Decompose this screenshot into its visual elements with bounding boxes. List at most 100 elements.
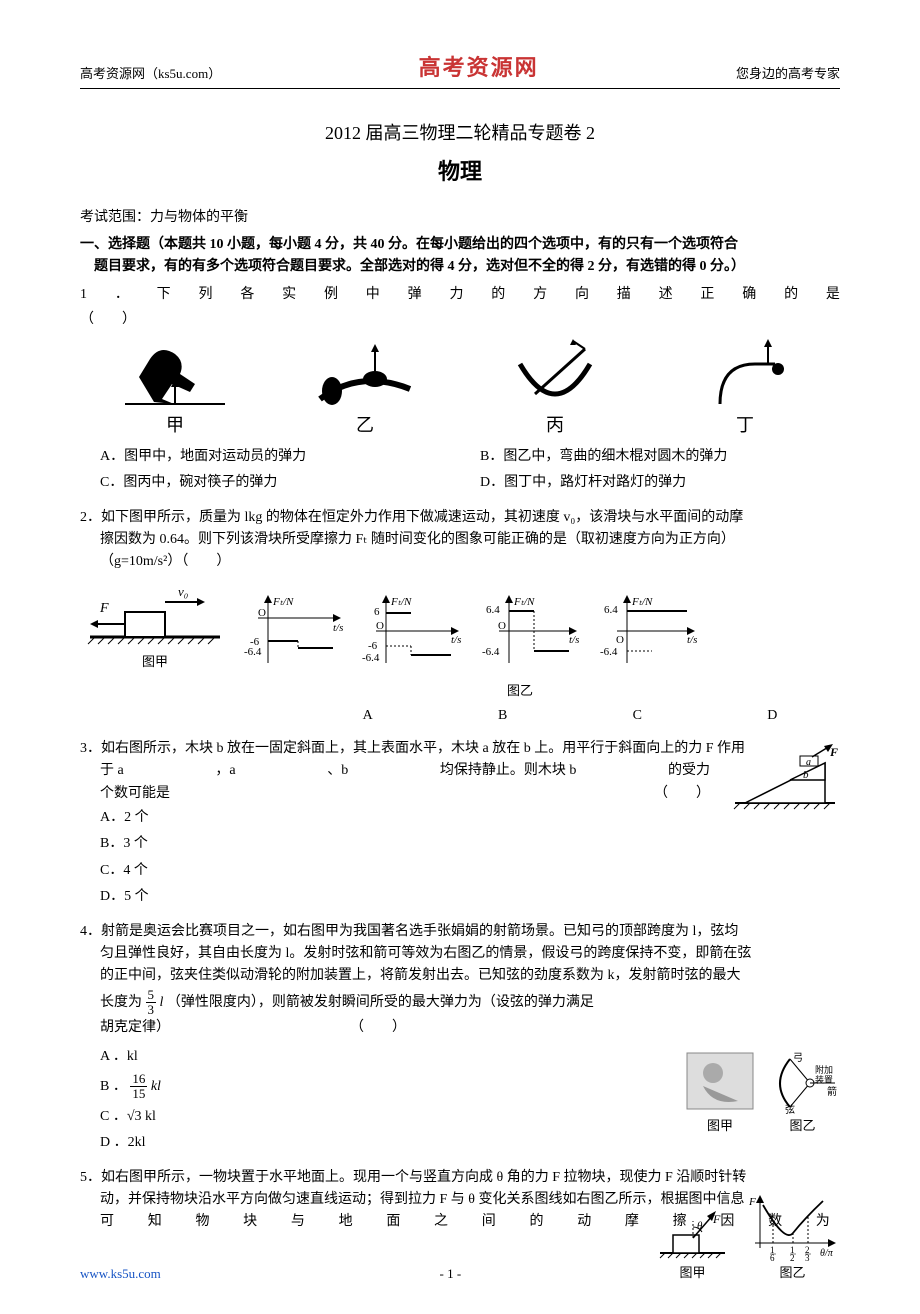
q2-fig-left: F v₀ 图甲	[80, 582, 230, 673]
q4-l4: 长度为 5 3 l （弹性限度内），则箭被发射瞬间所受的最大弹力为（设弦的弹力满…	[80, 988, 840, 1018]
svg-text:F: F	[712, 1212, 721, 1226]
svg-text:t/s: t/s	[333, 622, 343, 634]
q4-l5b: （ ）	[350, 1017, 406, 1039]
q5c2: 物	[195, 1211, 209, 1233]
question-3: 3．如右图所示，木块 b 放在一固定斜面上，其上表面水平，木块 a 放在 b 上…	[80, 738, 840, 911]
q1-opt-d: D．图丁中，路灯杆对路灯的弹力	[460, 470, 840, 496]
q5c3: 块	[243, 1211, 257, 1233]
svg-text:a: a	[806, 757, 811, 768]
q2-figures: F v₀ 图甲 Fₜ/N t/s O -6 -6.4	[80, 582, 840, 673]
q4-optB-post: kl	[151, 1079, 161, 1094]
q5c10: 动	[577, 1211, 591, 1233]
q4-frac-d: 3	[146, 1003, 157, 1017]
q4-l5: 胡克定律） （ ）	[80, 1017, 840, 1039]
svg-text:F: F	[99, 601, 109, 616]
svg-text:v₀: v₀	[178, 584, 188, 599]
q1-opt-c: C．图丙中，碗对筷子的弹力	[80, 470, 460, 496]
q1-fig-ding: 丁	[690, 339, 800, 440]
q5c5: 地	[339, 1211, 353, 1233]
q3-opt-a: A．2 个	[80, 805, 840, 831]
q1-c14: 述	[659, 284, 673, 306]
q4-l4b: （弹性限度内），则箭被发射瞬间所受的最大弹力为（设弦的弹力满足	[167, 995, 594, 1010]
header-logo-text: 高考资源网	[419, 50, 539, 85]
svg-text:弓: 弓	[793, 1053, 803, 1064]
graph-c-icon: Fₜ/N t/s 6.4 O -6.4	[474, 593, 584, 673]
runner-icon	[120, 339, 230, 409]
doc-title-1: 2012 届高三物理二轮精品专题卷 2	[80, 119, 840, 148]
lever-icon	[310, 339, 420, 409]
q5c7: 之	[434, 1211, 448, 1233]
q3-l2c: 、b	[327, 760, 348, 782]
q2-left-label: 图甲	[142, 652, 168, 673]
q3-opt-d: D．5 个	[80, 884, 840, 910]
q1-figures: 甲 乙 丙	[80, 339, 840, 440]
q4-figures: 图甲 弓 附加 装置 箭 弦 图乙	[685, 1051, 840, 1137]
lamp-icon	[690, 339, 800, 409]
question-5: 5．如右图甲所示，一物块置于水平地面上。现用一个与竖直方向成 θ 角的力 F 拉…	[80, 1167, 840, 1234]
q1-c9: 力	[449, 284, 463, 306]
page-header: 高考资源网（ks5u.com） 高考资源网 您身边的高考专家	[80, 50, 840, 89]
exam-scope: 考试范围：力与物体的平衡	[80, 207, 840, 229]
q3-l2d: 均保持静止。则木块 b	[440, 760, 577, 782]
q1-c10: 的	[491, 284, 505, 306]
q2-l3: （g=10m/s²）（ ）	[80, 551, 840, 573]
q2-axis-b: Fₜ/N t/s 6 O -6 -6.4	[356, 593, 466, 673]
q4-optB-frac: 16 15	[130, 1072, 147, 1102]
question-2: 2．如下图甲所示，质量为 lkg 的物体在恒定外力作用下做减速运动，其初速度 v…	[80, 507, 840, 728]
q3-l2b: ，a	[215, 760, 235, 782]
q5c1: 知	[148, 1211, 162, 1233]
q1-c16: 确	[742, 284, 756, 306]
block-setup-icon: F v₀	[80, 582, 230, 652]
q5c6: 面	[386, 1211, 400, 1233]
q3-l1: 3．如右图所示，木块 b 放在一固定斜面上，其上表面水平，木块 a 放在 b 上…	[80, 738, 840, 760]
svg-text:O: O	[498, 620, 506, 632]
q1-paren: （ ）	[80, 309, 840, 331]
q3-l2e: 的受力	[668, 760, 710, 782]
svg-text:O: O	[376, 620, 384, 632]
svg-text:F: F	[829, 745, 838, 759]
incline-icon: b a F	[730, 738, 840, 813]
q1-c7: 中	[366, 284, 380, 306]
graph-d-icon: Fₜ/N t/s 6.4 O -6.4	[592, 593, 702, 673]
q1-c6: 例	[324, 284, 338, 306]
q4-fig-jia: 图甲	[685, 1051, 755, 1137]
q2-D: D	[767, 705, 777, 727]
q4-l5a: 胡克定律）	[100, 1017, 170, 1039]
svg-text:箭: 箭	[827, 1085, 837, 1098]
q1-c1: ．	[115, 284, 129, 306]
svg-text:6: 6	[374, 606, 380, 618]
q2-C: C	[633, 705, 642, 727]
section-1a: 一、选择题（本题共 10 小题，每小题 4 分，共 40 分。在每小题给出的四个…	[80, 237, 738, 252]
question-4: 4．射箭是奥运会比赛项目之一，如右图甲为我国著名选手张娟娟的射箭场景。已知弓的顶…	[80, 921, 840, 1157]
q4-fig-jia-label: 图甲	[707, 1116, 733, 1137]
q1-c18: 是	[826, 284, 840, 306]
q1-label-yi: 乙	[356, 411, 374, 440]
q3-l3b: （ ）	[654, 783, 710, 805]
q5c4: 与	[291, 1211, 305, 1233]
svg-text:-6: -6	[368, 640, 378, 652]
svg-text:-6.4: -6.4	[600, 646, 618, 658]
svg-text:弦: 弦	[785, 1103, 795, 1116]
q5-fig-jia-label: 图甲	[679, 1263, 705, 1284]
q3-opt-c: C．4 个	[80, 858, 840, 884]
q5-fig-yi-label: 图乙	[779, 1263, 805, 1284]
q3-l3: 个数可能是 （ ）	[80, 783, 840, 805]
q4-frac-n: 5	[146, 988, 157, 1003]
svg-text:-6.4: -6.4	[362, 652, 380, 664]
doc-title-2: 物理	[80, 154, 840, 189]
q5c11: 摩	[625, 1211, 639, 1233]
q1-c5: 实	[282, 284, 296, 306]
svg-text:F: F	[748, 1196, 756, 1208]
header-left: 高考资源网（ks5u.com）	[80, 64, 221, 85]
q4-l4a: 长度为	[100, 995, 142, 1010]
q1-fig-yi: 乙	[310, 339, 420, 440]
q3-opt-b: B．3 个	[80, 831, 840, 857]
q4-optB-n: 16	[130, 1072, 147, 1087]
footer-page: - 1 -	[440, 1264, 462, 1285]
q4-l3: 的正中间，弦夹住类似动滑轮的附加装置上，将箭发射出去。已知弦的劲度系数为 k，发…	[80, 965, 840, 987]
archer-photo-icon	[685, 1051, 755, 1116]
svg-text:3: 3	[805, 1253, 810, 1263]
q1-c15: 正	[700, 284, 714, 306]
svg-text:-6.4: -6.4	[482, 646, 500, 658]
q4-fig-yi-label: 图乙	[789, 1116, 815, 1137]
